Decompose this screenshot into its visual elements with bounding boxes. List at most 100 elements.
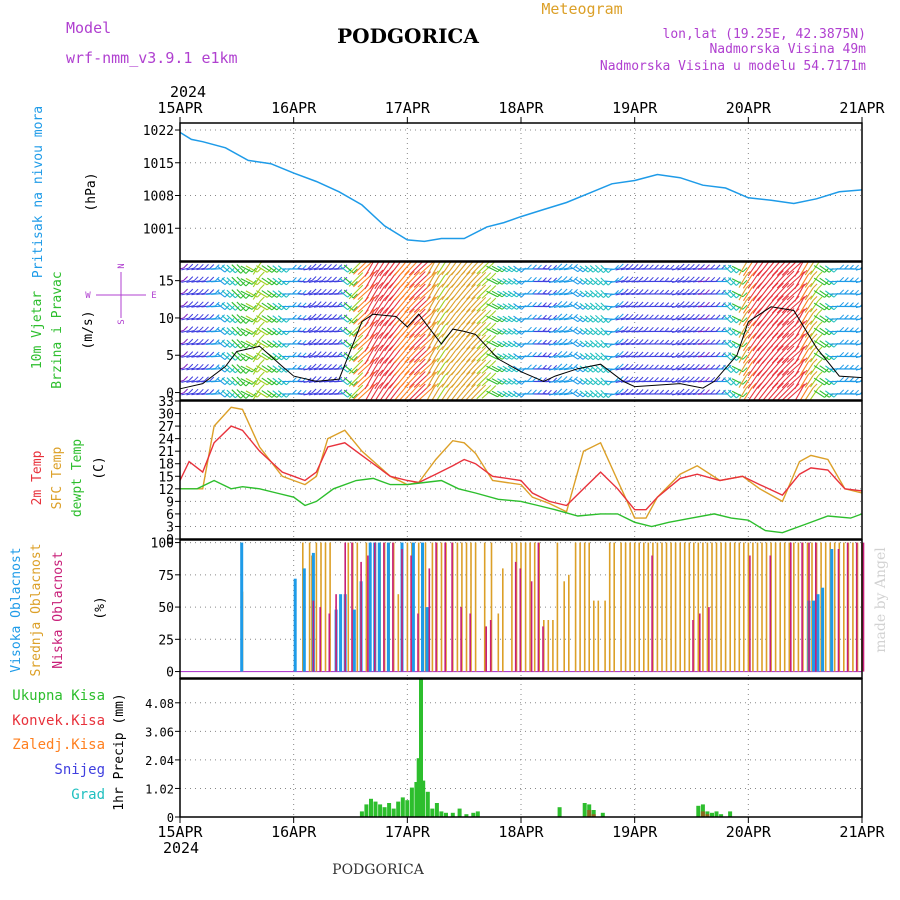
wind-barb <box>441 387 451 400</box>
wind-barb-flag <box>198 338 204 344</box>
wind-barb <box>389 361 401 377</box>
wind-barb-flag <box>327 389 332 394</box>
wind-barb-flag <box>404 358 410 363</box>
wind-barb <box>266 302 278 311</box>
wind-barb <box>231 314 242 324</box>
wind-barb <box>221 352 231 361</box>
wind-barb-flag <box>527 264 532 270</box>
wind-barb <box>781 349 796 364</box>
wind-barb <box>569 290 579 298</box>
wind-barb <box>180 304 184 308</box>
wind-barb-flag <box>476 309 481 314</box>
wind-barb <box>431 325 440 338</box>
wind-barb-flag <box>415 283 421 289</box>
mid-cloud-bar <box>833 542 836 672</box>
wind-barb-flag <box>358 334 364 340</box>
wind-barb-flag <box>410 283 415 289</box>
wind-barb <box>757 324 770 339</box>
wind-barb <box>272 390 282 398</box>
low-cloud-bar <box>537 542 540 672</box>
wind-barb-flag <box>332 364 337 369</box>
wind-barb <box>231 301 242 312</box>
wind-barb-flag <box>800 358 805 364</box>
wind-barb <box>626 367 635 371</box>
wind-barb-flag <box>383 282 389 288</box>
wind-barb-flag <box>700 301 705 307</box>
wind-barb <box>471 263 483 275</box>
wind-barb <box>466 325 478 338</box>
wind-barb-flag <box>332 314 337 319</box>
wind-barb <box>211 380 221 383</box>
wind-barb-flag <box>332 264 337 269</box>
wind-barb-flag <box>321 326 327 332</box>
wind-barb-flag <box>311 313 317 319</box>
wind-barb-flag <box>812 383 818 389</box>
wind-barb <box>631 367 640 371</box>
wind-barb <box>446 275 457 288</box>
wind-barb <box>181 317 189 321</box>
wind-barb <box>513 378 523 385</box>
wind-barb <box>353 300 365 313</box>
low-cloud-bar <box>708 607 710 672</box>
wind-barb-flag <box>684 338 690 344</box>
wind-barb <box>491 290 503 298</box>
wind-barb-flag <box>710 376 716 382</box>
wind-barb <box>191 267 200 271</box>
wind-barb <box>794 336 804 352</box>
wind-barb <box>471 325 483 338</box>
wind-barb <box>799 349 809 364</box>
wind-barb-flag <box>183 313 188 319</box>
wind-barb <box>471 338 483 350</box>
wind-barb-flag <box>410 371 415 376</box>
wind-barb <box>216 377 226 386</box>
wind-barb <box>579 352 589 361</box>
wind-barb-flag <box>434 332 439 338</box>
wind-barb <box>728 389 737 399</box>
wind-barb-flag <box>700 364 705 369</box>
wind-barb-flag <box>817 371 823 377</box>
y-tick-label: 0 <box>166 666 174 681</box>
y-tick-label: 21 <box>158 445 174 460</box>
wind-barb <box>252 363 261 375</box>
wind-barb <box>313 330 323 333</box>
wind-barb-flag <box>373 332 378 337</box>
high-cloud-bar <box>821 587 825 672</box>
wind-barb <box>794 298 804 315</box>
wind-barb-flag <box>849 389 854 395</box>
wind-barb <box>677 267 686 271</box>
wind-barb-flag <box>465 346 471 351</box>
wind-barb-flag <box>695 339 700 344</box>
wind-barb-flag <box>193 338 199 344</box>
wind-barb <box>357 312 371 326</box>
wind-barb-flag <box>633 389 639 394</box>
wind-barb-flag <box>183 376 188 381</box>
wind-barb <box>855 393 862 396</box>
wind-barb <box>476 338 488 350</box>
low-cloud-bar <box>410 555 412 672</box>
wind-barb-flag <box>476 346 481 352</box>
wind-barb-flag <box>849 277 854 282</box>
wind-barb <box>236 326 247 337</box>
wind-barb-flag <box>679 388 685 394</box>
wind-barb <box>456 312 467 326</box>
wind-barb <box>855 368 862 371</box>
wind-barb <box>631 317 640 321</box>
wind-barb <box>384 311 396 327</box>
wind-barb <box>728 314 737 324</box>
wind-barb-flag <box>296 389 302 395</box>
wind-barb <box>855 305 862 309</box>
wind-barb <box>615 267 625 271</box>
wind-barb-flag <box>537 277 542 282</box>
wind-barb-flag <box>404 320 410 326</box>
wind-barb-flag <box>715 327 721 332</box>
wind-barb-flag <box>316 363 322 369</box>
wind-barb-flag <box>700 339 705 344</box>
wind-barb-flag <box>476 371 481 377</box>
wind-barb-flag <box>817 334 823 339</box>
wind-barb-flag <box>358 297 364 302</box>
wind-barb <box>558 280 569 283</box>
wind-barb-flag <box>812 308 818 314</box>
wind-barb <box>502 390 513 398</box>
wind-barb <box>626 292 635 296</box>
